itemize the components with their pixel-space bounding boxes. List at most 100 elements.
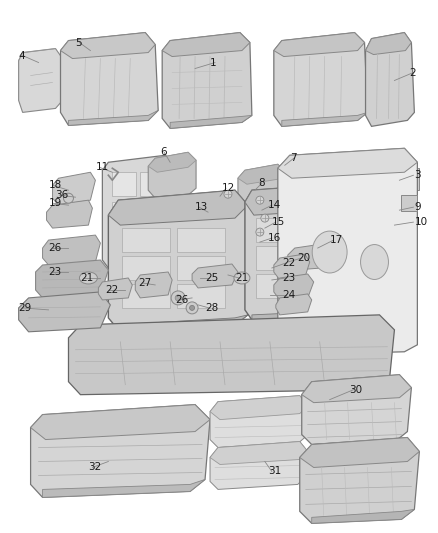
Text: 18: 18 — [49, 180, 62, 190]
Bar — [401, 195, 417, 211]
Circle shape — [224, 190, 232, 198]
Bar — [112, 202, 136, 226]
Text: 22: 22 — [282, 258, 295, 268]
Polygon shape — [274, 254, 310, 280]
Polygon shape — [238, 164, 286, 184]
Polygon shape — [245, 182, 371, 320]
Polygon shape — [162, 33, 250, 56]
Text: 2: 2 — [410, 68, 416, 77]
Polygon shape — [42, 480, 205, 497]
Text: 26: 26 — [175, 295, 188, 305]
Text: 25: 25 — [205, 273, 218, 283]
Polygon shape — [278, 148, 417, 355]
Polygon shape — [31, 405, 210, 440]
Polygon shape — [210, 395, 308, 419]
Polygon shape — [102, 155, 172, 268]
Text: 30: 30 — [350, 385, 363, 394]
Bar — [122, 284, 170, 308]
Polygon shape — [312, 510, 414, 523]
Text: 17: 17 — [330, 235, 343, 245]
Circle shape — [171, 291, 185, 305]
Text: 29: 29 — [19, 303, 32, 313]
Bar — [140, 172, 164, 196]
Text: 23: 23 — [49, 267, 62, 277]
Polygon shape — [42, 235, 100, 265]
Bar — [122, 256, 170, 280]
Polygon shape — [282, 112, 367, 126]
Text: 12: 12 — [222, 183, 235, 193]
Polygon shape — [366, 33, 411, 54]
Polygon shape — [274, 33, 364, 56]
Text: 7: 7 — [290, 154, 297, 163]
Circle shape — [175, 295, 181, 301]
Polygon shape — [135, 272, 172, 298]
Polygon shape — [60, 33, 158, 125]
Bar — [308, 274, 353, 298]
Polygon shape — [302, 375, 411, 402]
Polygon shape — [148, 152, 196, 172]
Circle shape — [190, 305, 194, 310]
Polygon shape — [238, 164, 286, 210]
Circle shape — [64, 193, 74, 203]
Polygon shape — [252, 308, 371, 320]
Text: 16: 16 — [268, 233, 281, 243]
Bar — [308, 246, 353, 270]
Ellipse shape — [79, 272, 97, 284]
Polygon shape — [278, 148, 417, 178]
Text: 1: 1 — [210, 58, 217, 68]
Bar — [112, 172, 136, 196]
Text: 36: 36 — [56, 190, 69, 200]
Polygon shape — [302, 375, 411, 445]
Polygon shape — [31, 405, 210, 497]
Polygon shape — [210, 441, 308, 489]
Bar — [122, 228, 170, 252]
Text: 31: 31 — [268, 466, 281, 477]
Ellipse shape — [234, 272, 250, 284]
Text: 20: 20 — [298, 253, 311, 263]
Polygon shape — [19, 292, 110, 332]
Text: 14: 14 — [268, 200, 281, 210]
Polygon shape — [210, 441, 308, 464]
Text: 26: 26 — [49, 243, 62, 253]
Bar — [256, 246, 302, 270]
Text: 11: 11 — [95, 162, 109, 172]
Circle shape — [186, 302, 198, 314]
Text: 8: 8 — [258, 178, 265, 188]
Polygon shape — [108, 190, 248, 330]
Bar — [397, 168, 419, 190]
Text: 24: 24 — [282, 290, 295, 300]
Polygon shape — [274, 274, 314, 300]
Polygon shape — [276, 294, 312, 315]
Polygon shape — [118, 315, 248, 330]
Polygon shape — [60, 33, 155, 59]
Text: 6: 6 — [160, 147, 167, 157]
Bar — [177, 284, 225, 308]
Circle shape — [256, 228, 264, 236]
Bar — [112, 232, 136, 256]
Text: 28: 28 — [205, 303, 218, 313]
Polygon shape — [46, 200, 92, 228]
Polygon shape — [210, 395, 308, 448]
Bar — [256, 274, 302, 298]
Polygon shape — [99, 278, 132, 300]
Polygon shape — [300, 438, 419, 523]
Polygon shape — [148, 152, 196, 198]
Polygon shape — [53, 172, 95, 205]
Bar — [177, 228, 225, 252]
Text: 21: 21 — [81, 273, 94, 283]
Text: 23: 23 — [282, 273, 295, 283]
Polygon shape — [35, 260, 108, 298]
Polygon shape — [288, 244, 328, 270]
Polygon shape — [108, 190, 248, 225]
Text: 3: 3 — [414, 170, 421, 180]
Polygon shape — [170, 116, 252, 128]
Text: 19: 19 — [49, 198, 62, 208]
Bar — [140, 202, 164, 226]
Text: 22: 22 — [106, 285, 119, 295]
Polygon shape — [192, 264, 238, 288]
Bar — [140, 232, 164, 256]
Polygon shape — [300, 438, 419, 467]
Ellipse shape — [312, 231, 347, 273]
Text: 10: 10 — [414, 217, 427, 227]
Text: 15: 15 — [272, 217, 285, 227]
